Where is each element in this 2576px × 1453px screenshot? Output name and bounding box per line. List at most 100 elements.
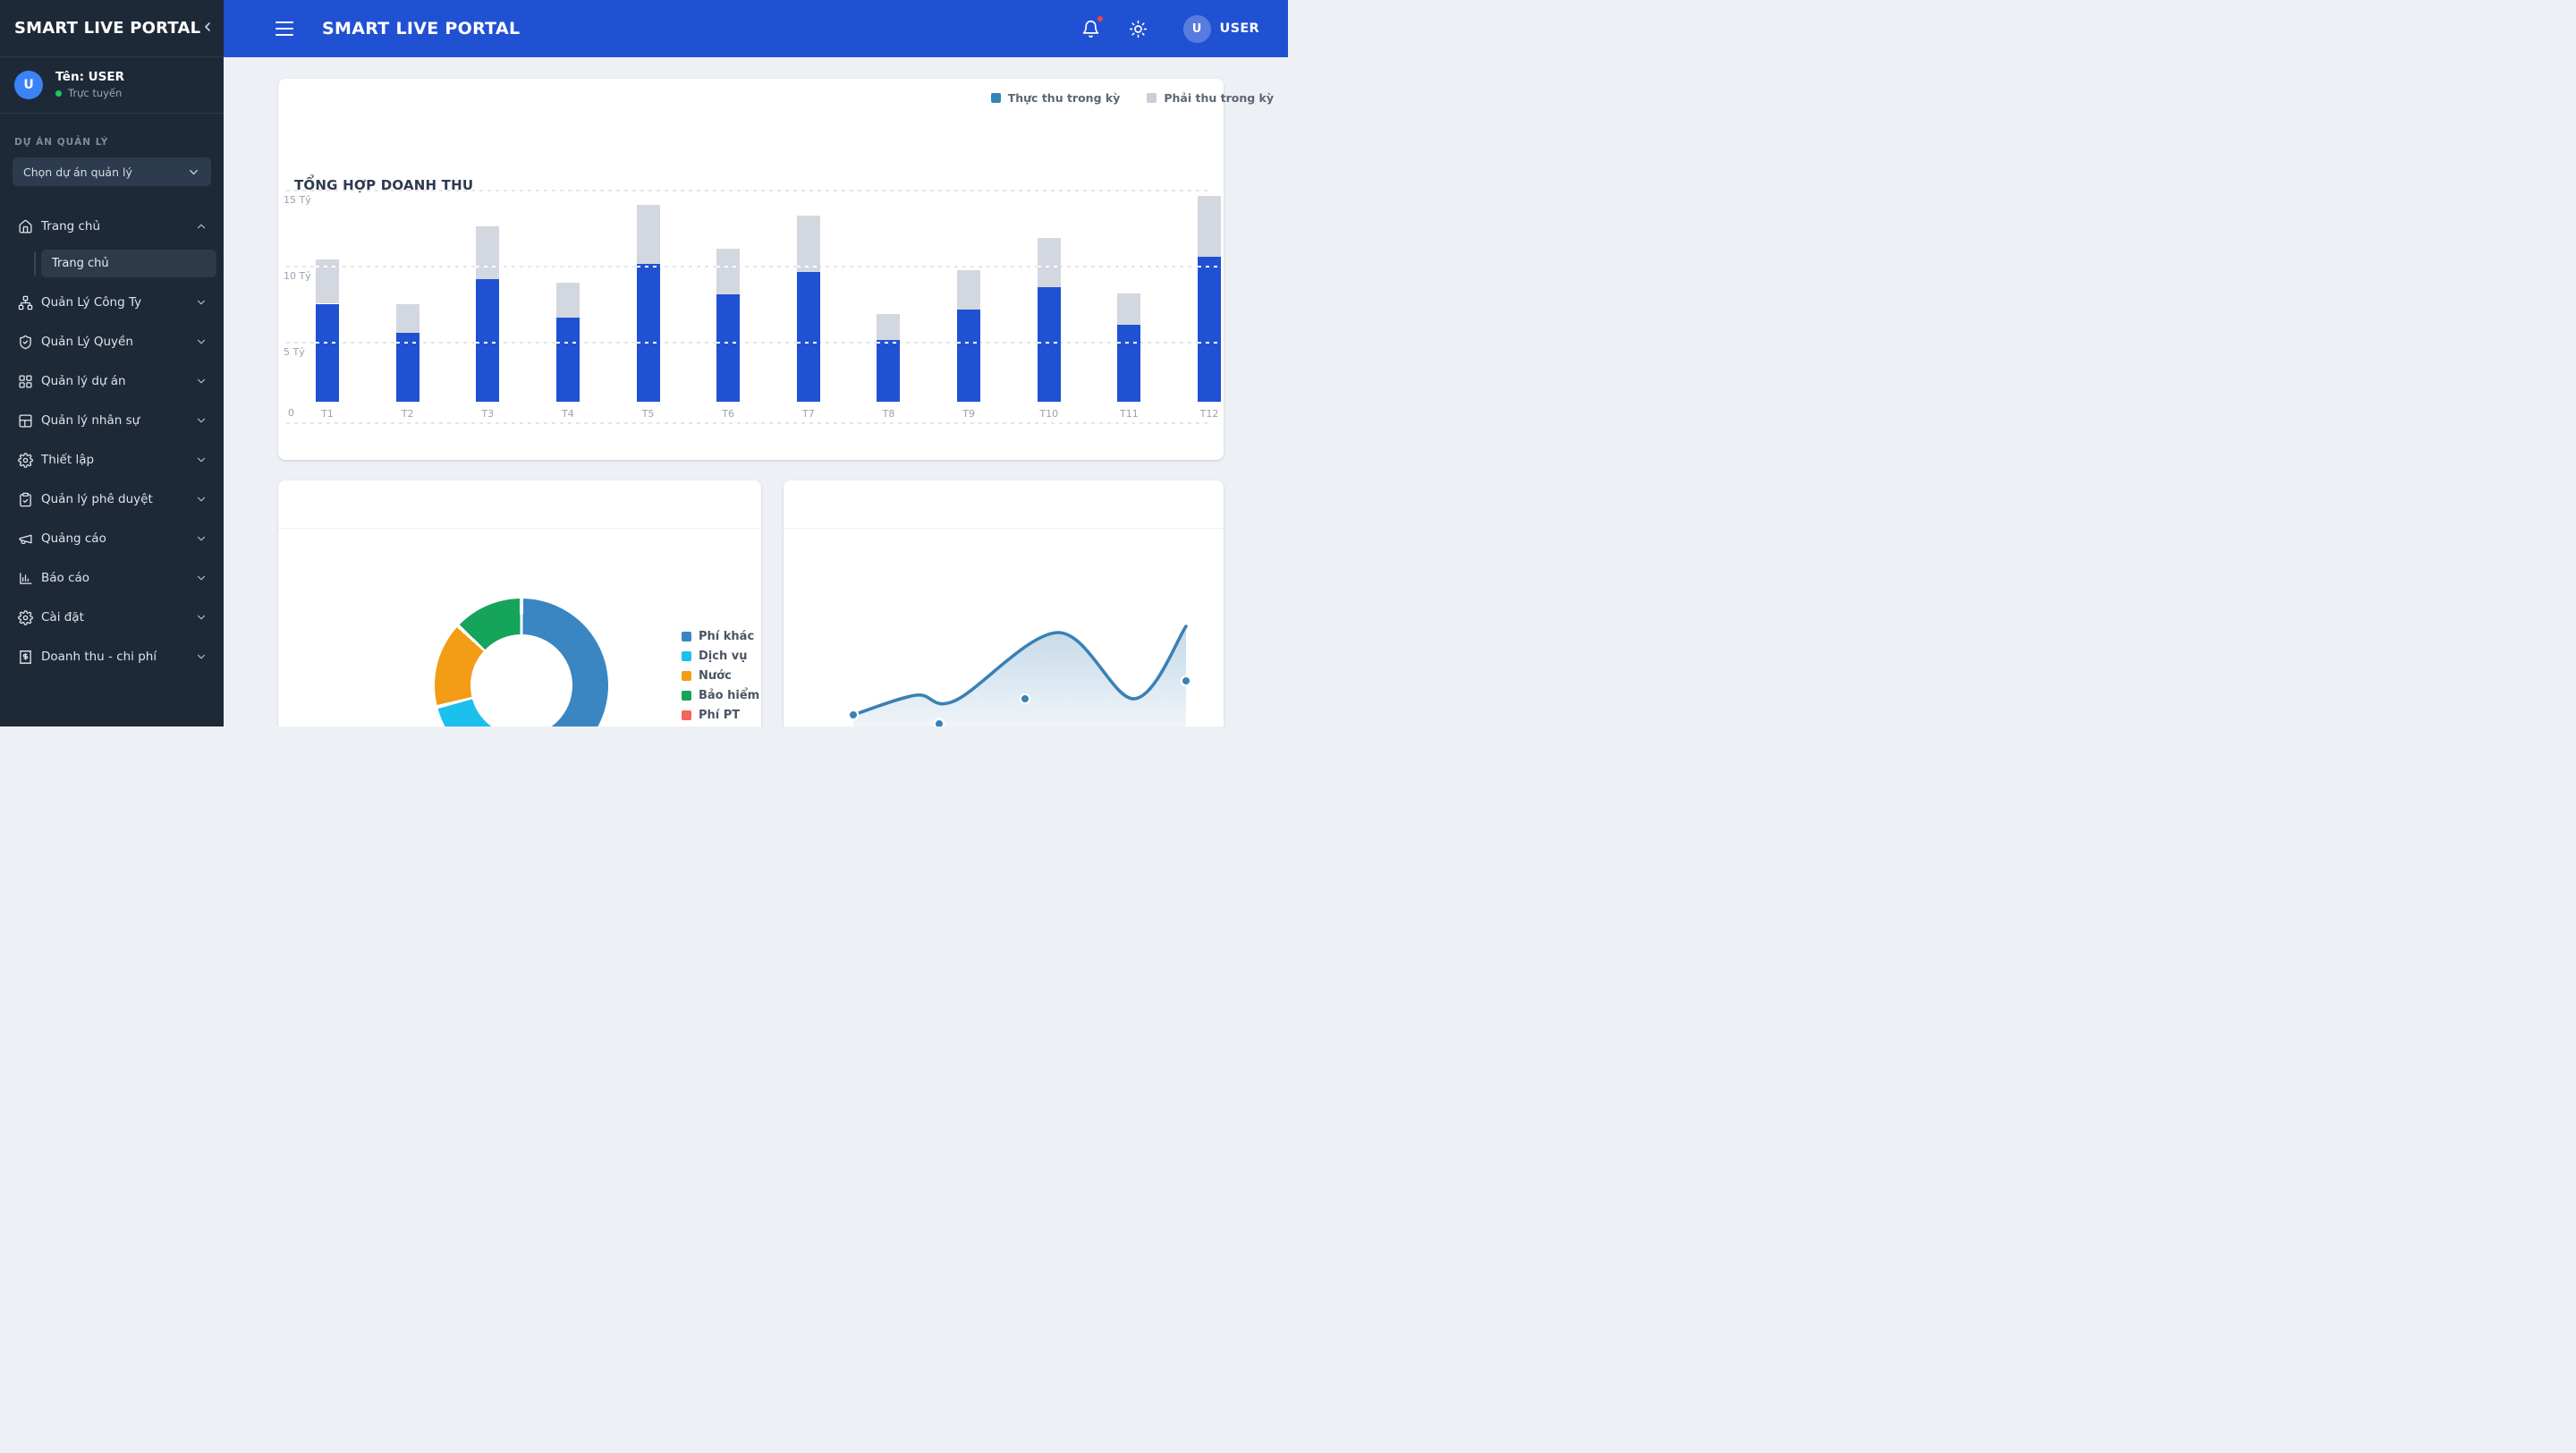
bar-T2-receivable[interactable]	[395, 303, 419, 333]
bar-gridline-overlay	[796, 342, 820, 344]
sidebar-item-2[interactable]: Quản Lý Quyền	[0, 322, 224, 361]
legend-item-1[interactable]: Phải thu trong kỳ	[1147, 91, 1274, 105]
bar-T3-actual[interactable]	[476, 279, 500, 402]
bar-gridline-overlay	[476, 342, 500, 344]
line-point-2[interactable]	[1019, 693, 1031, 705]
sidebar-item-9[interactable]: Cài đặt	[0, 598, 224, 637]
sidebar-item-8[interactable]: Báo cáo	[0, 558, 224, 598]
bar-T9-receivable[interactable]	[957, 270, 981, 310]
pie-legend-item-1[interactable]: Dịch vụ	[682, 646, 759, 666]
gridline-10	[286, 266, 1209, 268]
home-icon	[18, 219, 33, 234]
sidebar-item-label: Quản lý dự án	[41, 374, 126, 388]
pie-legend-swatch	[682, 650, 691, 661]
header-username: USER	[1219, 21, 1259, 36]
pie-legend-swatch	[682, 631, 691, 642]
gear-icon	[18, 452, 33, 468]
sidebar-header: SMART LIVE PORTAL	[0, 0, 224, 57]
bar-T7-actual[interactable]	[796, 271, 820, 402]
bar-T10-receivable[interactable]	[1037, 238, 1061, 287]
sidebar-item-label: Quản lý nhân sự	[41, 413, 140, 428]
bar-T6-actual[interactable]	[716, 294, 741, 402]
line-point-1[interactable]	[933, 718, 945, 726]
bar-T5-actual[interactable]	[636, 264, 660, 402]
bar-gridline-overlay	[796, 266, 820, 268]
sidebar-collapse-button[interactable]	[200, 20, 215, 38]
bar-T11-actual[interactable]	[1117, 325, 1141, 402]
y-axis-label: 15 Tỷ	[284, 194, 311, 206]
sidebar-item-5[interactable]: Thiết lập	[0, 440, 224, 480]
pie-legend-label: Dịch vụ	[699, 649, 748, 663]
legend-item-0[interactable]: Thực thu trong kỳ	[990, 91, 1121, 105]
sidebar-item-7[interactable]: Quảng cáo	[0, 519, 224, 558]
bar-T7-receivable[interactable]	[796, 215, 820, 272]
theme-toggle-button[interactable]	[1128, 18, 1149, 39]
pie-legend-label: Bảo hiểm	[699, 688, 760, 702]
sidebar-item-6[interactable]: Quản lý phê duyệt	[0, 480, 224, 519]
bar-T6-receivable[interactable]	[716, 249, 741, 295]
y-axis-label-zero: 0	[288, 407, 294, 419]
pie-legend-item-0[interactable]: Phí khác	[682, 626, 759, 646]
bar-T1-actual[interactable]	[316, 303, 339, 402]
grid-icon	[18, 374, 33, 389]
sidebar-item-label: Quản Lý Quyền	[41, 335, 133, 349]
pie-legend-item-2[interactable]: Nước	[682, 666, 759, 685]
pie-legend-item-4[interactable]: Phí PT	[682, 705, 759, 725]
bar-T3-receivable[interactable]	[476, 225, 500, 280]
bar-T4-receivable[interactable]	[555, 282, 580, 318]
bar-gridline-overlay	[316, 266, 339, 268]
chevron-down-icon	[195, 650, 208, 663]
bar-T8-receivable[interactable]	[877, 314, 901, 341]
line-point-0[interactable]	[847, 709, 860, 721]
pie-legend-item-3[interactable]: Bảo hiểm	[682, 685, 759, 705]
line-point-3[interactable]	[1180, 675, 1192, 687]
header-avatar[interactable]: U	[1182, 14, 1211, 43]
sidebar: SMART LIVE PORTAL U Tên: USER Trực tuyến…	[0, 0, 224, 726]
sidebar-item-0[interactable]: Trang chủ	[0, 207, 224, 246]
bar-T12-actual[interactable]	[1198, 256, 1222, 402]
table-icon	[18, 413, 33, 429]
sidebar-item-label: Trang chủ	[41, 219, 101, 234]
bar-gridline-overlay	[1117, 342, 1141, 344]
org-icon	[18, 295, 33, 310]
gear-icon	[18, 609, 33, 625]
bar-T4-actual[interactable]	[555, 317, 580, 402]
revenue-card-title: TỔNG HỢP DOANH THU	[294, 177, 474, 193]
services-donut-chart	[435, 599, 608, 726]
section-label-projects: DỰ ÁN QUẢN LÝ	[14, 137, 109, 148]
sidebar-item-1[interactable]: Quản Lý Công Ty	[0, 283, 224, 322]
bar-T2-actual[interactable]	[395, 332, 419, 402]
bar-T8-actual[interactable]	[877, 340, 901, 402]
x-axis-label-T2: T2	[401, 408, 414, 420]
bar-gridline-overlay	[636, 342, 660, 344]
bar-gridline-overlay	[877, 342, 901, 344]
bar-T10-actual[interactable]	[1037, 286, 1061, 402]
chevron-down-icon	[195, 572, 208, 584]
gridline-5	[286, 342, 1209, 344]
gridline-15	[286, 190, 1209, 191]
sidebar-item-3[interactable]: Quản lý dự án	[0, 361, 224, 401]
user-status: Trực tuyến	[55, 87, 124, 99]
sidebar-item-4[interactable]: Quản lý nhân sự	[0, 401, 224, 440]
bar-gridline-overlay	[1198, 266, 1222, 268]
sidebar-item-10[interactable]: Doanh thu - chi phí	[0, 637, 224, 676]
pie-legend-label: Phí PT	[699, 708, 741, 722]
notifications-button[interactable]	[1080, 15, 1104, 39]
sidebar-subitem-trang-chủ[interactable]: Trang chủ	[41, 250, 216, 277]
megaphone-icon	[18, 531, 33, 547]
x-axis-label-T6: T6	[722, 408, 735, 420]
legend-label: Thực thu trong kỳ	[1007, 91, 1121, 105]
sidebar-item-label: Quảng cáo	[41, 531, 106, 546]
legend-swatch	[990, 93, 1001, 103]
sidebar-item-label: Quản Lý Công Ty	[41, 295, 142, 310]
bar-T5-receivable[interactable]	[636, 205, 660, 265]
bar-T9-actual[interactable]	[957, 310, 981, 402]
x-axis-label-T7: T7	[801, 408, 815, 420]
bar-gridline-overlay	[316, 342, 339, 344]
project-select[interactable]: Chọn dự án quản lý	[13, 157, 211, 186]
notification-badge	[1096, 15, 1104, 22]
bar-T11-receivable[interactable]	[1117, 293, 1141, 326]
x-axis-label-T3: T3	[481, 408, 495, 420]
bar-T12-receivable[interactable]	[1198, 195, 1222, 257]
menu-toggle-button[interactable]	[275, 21, 293, 36]
